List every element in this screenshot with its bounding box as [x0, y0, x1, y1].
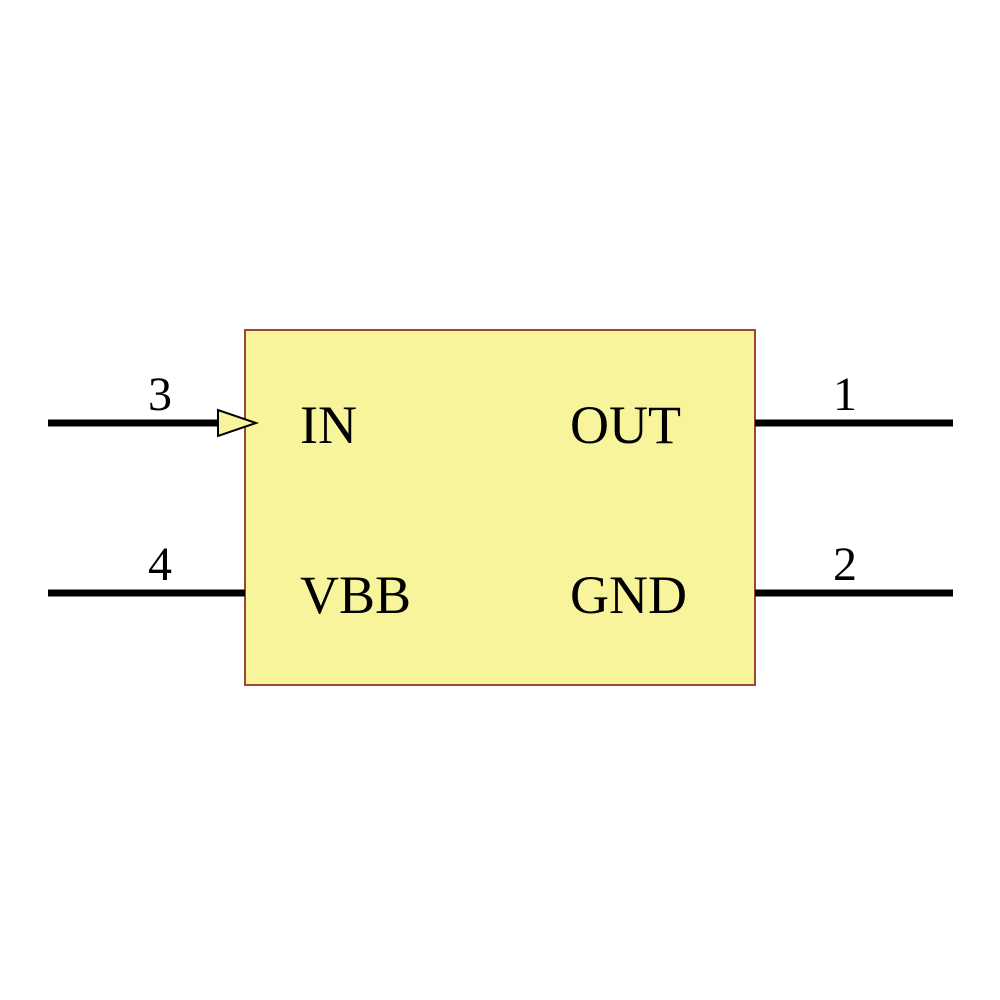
pin-2-gnd-label: GND [570, 565, 687, 625]
pin-2-gnd-number: 2 [833, 538, 857, 591]
pin-1-out-label: OUT [570, 395, 681, 455]
chip-body [245, 330, 755, 685]
pin-3-in-number: 3 [148, 368, 172, 421]
pin-3-in-label: IN [300, 395, 357, 455]
pin-1-out-number: 1 [833, 368, 857, 421]
ic-pinout-diagram: 3 IN 4 VBB 1 OUT 2 GND [0, 0, 1000, 1000]
pin-4-vbb-number: 4 [148, 538, 172, 591]
pin-4-vbb-label: VBB [300, 565, 411, 625]
